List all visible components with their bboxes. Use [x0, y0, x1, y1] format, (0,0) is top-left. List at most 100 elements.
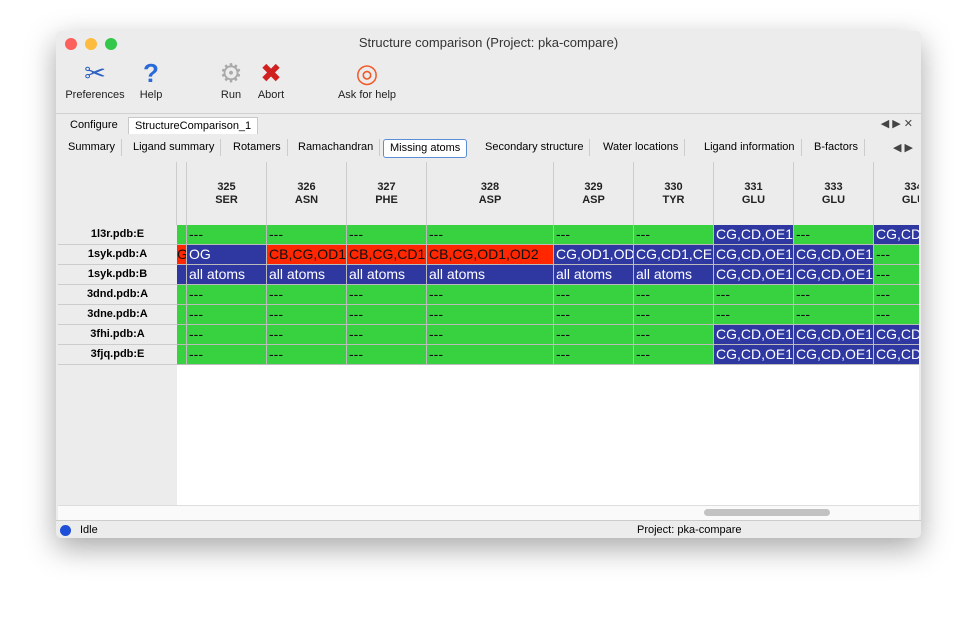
- subtab-rotamers[interactable]: Rotamers: [227, 139, 288, 156]
- column-header[interactable]: 334GLU: [874, 162, 919, 225]
- row-label[interactable]: 3dnd.pdb:A: [58, 285, 177, 305]
- row-label[interactable]: 1syk.pdb:B: [58, 265, 177, 285]
- column-header[interactable]: 333 GLU: [794, 162, 874, 225]
- row-label[interactable]: 3fhi.pdb:A: [58, 325, 177, 345]
- subtab-secondary-structure[interactable]: Secondary structure: [479, 139, 591, 156]
- table-cell[interactable]: ---: [187, 305, 267, 325]
- tab-structure-comparison[interactable]: StructureComparison_1: [128, 117, 259, 134]
- table-cell[interactable]: ---: [267, 285, 347, 305]
- table-cell[interactable]: CG,CD,OE1: [714, 225, 794, 245]
- table-cell[interactable]: ---: [554, 285, 634, 305]
- table-cell[interactable]: ---: [427, 225, 554, 245]
- abort-button[interactable]: ✖ Abort: [253, 57, 289, 101]
- table-cell[interactable]: ---: [554, 345, 634, 365]
- table-cell[interactable]: ---: [347, 285, 427, 305]
- row-label[interactable]: 3fjq.pdb:E: [58, 345, 177, 365]
- subtab-ligand-information[interactable]: Ligand information: [698, 139, 802, 156]
- table-cell[interactable]: ---: [554, 225, 634, 245]
- table-cell[interactable]: ---: [267, 225, 347, 245]
- tab-nav-controls[interactable]: ◀ ▶ ✕: [880, 118, 913, 130]
- table-cell[interactable]: ---: [874, 245, 919, 265]
- help-button[interactable]: ? Help: [134, 57, 168, 101]
- column-header[interactable]: 326 ASN: [267, 162, 347, 225]
- table-cell[interactable]: CG,CD,OE1: [874, 325, 919, 345]
- table-cell[interactable]: ---: [794, 285, 874, 305]
- table-cell[interactable]: OG: [187, 245, 267, 265]
- preferences-button[interactable]: ✂ Preferences: [62, 57, 128, 101]
- table-cell[interactable]: ---: [187, 345, 267, 365]
- table-cell[interactable]: ---: [267, 305, 347, 325]
- table-cell[interactable]: CG,CD,OE1: [714, 245, 794, 265]
- column-header[interactable]: 325 SER: [187, 162, 267, 225]
- column-header[interactable]: [177, 162, 187, 225]
- table-cell[interactable]: ---: [634, 325, 714, 345]
- table-cell[interactable]: ---: [267, 325, 347, 345]
- table-cell[interactable]: [177, 265, 187, 285]
- table-cell[interactable]: ---: [554, 305, 634, 325]
- column-header[interactable]: 327 PHE: [347, 162, 427, 225]
- table-cell[interactable]: CB,CG,OD1: [267, 245, 347, 265]
- table-cell[interactable]: CG,CD,OE1: [874, 225, 919, 245]
- horizontal-scrollbar[interactable]: [58, 505, 919, 520]
- minimize-window-button[interactable]: [85, 38, 97, 50]
- table-cell[interactable]: all atoms: [554, 265, 634, 285]
- table-cell[interactable]: CG,CD,OE1: [794, 345, 874, 365]
- table-cell[interactable]: CG,CD,OE1: [714, 345, 794, 365]
- table-cell[interactable]: CG,CD,OE1: [794, 265, 874, 285]
- table-cell[interactable]: ---: [794, 305, 874, 325]
- subtab-missing-atoms[interactable]: Missing atoms: [383, 139, 468, 158]
- table-cell[interactable]: ---: [187, 285, 267, 305]
- table-cell[interactable]: all atoms: [427, 265, 554, 285]
- scrollbar-thumb[interactable]: [704, 509, 830, 516]
- table-cell[interactable]: ---: [427, 345, 554, 365]
- table-cell[interactable]: [177, 345, 187, 365]
- table-cell[interactable]: all atoms: [347, 265, 427, 285]
- table-cell[interactable]: [177, 325, 187, 345]
- table-cell[interactable]: ---: [794, 225, 874, 245]
- table-cell[interactable]: ---: [427, 305, 554, 325]
- table-cell[interactable]: CG,OD1,OD2: [554, 245, 634, 265]
- table-cell[interactable]: CG,CD,OE1: [714, 265, 794, 285]
- ask-for-help-button[interactable]: ◎ Ask for help: [332, 57, 402, 101]
- table-cell[interactable]: ---: [634, 285, 714, 305]
- table-cell[interactable]: ---: [634, 305, 714, 325]
- table-cell[interactable]: [177, 285, 187, 305]
- table-cell[interactable]: all atoms: [187, 265, 267, 285]
- subtab-summary[interactable]: Summary: [62, 139, 123, 156]
- table-cell[interactable]: ---: [714, 285, 794, 305]
- table-cell[interactable]: ---: [634, 345, 714, 365]
- column-header[interactable]: 330 TYR: [634, 162, 714, 225]
- column-header[interactable]: 331 GLU: [714, 162, 794, 225]
- table-cell[interactable]: ---: [347, 325, 427, 345]
- table-cell[interactable]: ---: [874, 285, 919, 305]
- close-window-button[interactable]: [65, 38, 77, 50]
- table-cell[interactable]: all atoms: [267, 265, 347, 285]
- table-cell[interactable]: CB,CG,CD1: [347, 245, 427, 265]
- table-cell[interactable]: CG,CD,OE1: [714, 325, 794, 345]
- column-header[interactable]: 328 ASP: [427, 162, 554, 225]
- row-label[interactable]: 1syk.pdb:A: [58, 245, 177, 265]
- run-button[interactable]: ⚙ Run: [214, 57, 248, 101]
- table-cell[interactable]: G: [177, 245, 187, 265]
- table-cell[interactable]: ---: [347, 305, 427, 325]
- table-cell[interactable]: [177, 305, 187, 325]
- table-cell[interactable]: ---: [874, 265, 919, 285]
- subtab-b-factors[interactable]: B-factors: [808, 139, 866, 156]
- table-cell[interactable]: ---: [874, 305, 919, 325]
- table-cell[interactable]: ---: [347, 225, 427, 245]
- subtab-water-locations[interactable]: Water locations: [597, 139, 686, 156]
- subtab-ramachandran[interactable]: Ramachandran: [292, 139, 381, 156]
- table-cell[interactable]: ---: [187, 325, 267, 345]
- column-header[interactable]: 329 ASP: [554, 162, 634, 225]
- subtab-scroll-arrows[interactable]: ◀ ▶: [893, 142, 913, 154]
- table-cell[interactable]: ---: [267, 345, 347, 365]
- table-cell[interactable]: CB,CG,OD1,OD2: [427, 245, 554, 265]
- row-label[interactable]: 3dne.pdb:A: [58, 305, 177, 325]
- table-cell[interactable]: all atoms: [634, 265, 714, 285]
- table-cell[interactable]: CG,CD,OE1: [794, 245, 874, 265]
- table-cell[interactable]: ---: [427, 285, 554, 305]
- table-cell[interactable]: [177, 225, 187, 245]
- table-cell[interactable]: ---: [634, 225, 714, 245]
- table-cell[interactable]: ---: [554, 325, 634, 345]
- table-cell[interactable]: ---: [427, 325, 554, 345]
